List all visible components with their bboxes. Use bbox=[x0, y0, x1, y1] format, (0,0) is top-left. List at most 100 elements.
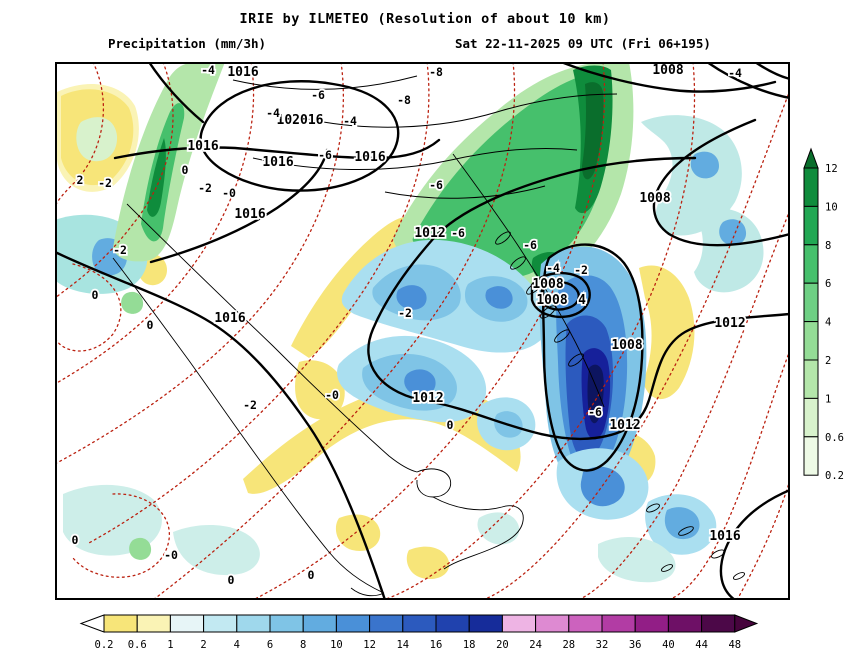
thin-contours bbox=[232, 75, 618, 199]
isobar-label: 1008 bbox=[536, 293, 567, 308]
right-colorbar: 12 10 8 6 4 2 1 0.6 0.2 bbox=[803, 147, 844, 482]
temperature-label: -4 bbox=[728, 66, 742, 80]
temperature-label: 0 bbox=[308, 568, 315, 582]
bottom-colorbar-segment bbox=[568, 614, 603, 633]
temperature-label: 0 bbox=[92, 288, 99, 302]
isobar-label: 1016 bbox=[354, 150, 385, 165]
temperature-label: -6 bbox=[318, 148, 332, 162]
temperature-label: -8 bbox=[429, 65, 443, 79]
bottom-colorbar-tick-label: 1 bbox=[167, 639, 173, 651]
bottom-colorbar-tick-label: 18 bbox=[463, 639, 476, 651]
right-colorbar-arrow bbox=[803, 147, 819, 169]
temperature-label: -6 bbox=[523, 238, 537, 252]
bottom-colorbar-segment bbox=[236, 614, 271, 633]
right-colorbar-tick-label: 1 bbox=[825, 393, 831, 405]
right-colorbar-tick-label: 8 bbox=[825, 240, 831, 252]
bottom-colorbar-segment bbox=[435, 614, 470, 633]
bottom-colorbar-tick-label: 10 bbox=[330, 639, 343, 651]
bottom-colorbar-tick-label: 0.2 bbox=[95, 639, 114, 651]
temperature-label: 0 bbox=[147, 318, 154, 332]
temperature-label: -6 bbox=[451, 226, 465, 240]
bottom-colorbar-tick-label: 40 bbox=[662, 639, 675, 651]
weather-map: 1016 1008 102016 1016 1016 1016 1016 1008 1012 10… bbox=[55, 62, 790, 600]
temperature-label: 0 bbox=[447, 418, 454, 432]
temperature-label: -2 bbox=[198, 181, 212, 195]
temperature-label: -4 bbox=[343, 114, 357, 128]
bottom-colorbar-tick-label: 2 bbox=[200, 639, 206, 651]
precipitation-layer bbox=[55, 62, 764, 583]
bottom-colorbar-segment bbox=[103, 614, 138, 633]
bottom-colorbar-segment bbox=[335, 614, 371, 633]
isobar-label: 1016 bbox=[262, 155, 293, 170]
right-colorbar-tick-label: 2 bbox=[825, 355, 831, 367]
bottom-colorbar-tick-label: 8 bbox=[300, 639, 306, 651]
right-colorbar-tick-label: 12 bbox=[825, 163, 838, 175]
temperature-label: -4 bbox=[546, 261, 560, 275]
temperature-contours bbox=[55, 62, 790, 600]
bottom-colorbar-segment bbox=[136, 614, 171, 633]
bottom-colorbar-segment bbox=[269, 614, 304, 633]
right-colorbar-segment bbox=[803, 397, 819, 438]
temperature-label: -2 bbox=[574, 263, 588, 277]
bottom-colorbar-segment bbox=[701, 614, 736, 633]
coastlines bbox=[112, 153, 745, 597]
isobar-label: 1008 bbox=[652, 63, 683, 78]
isobar-label: 1016 bbox=[234, 207, 265, 222]
isobar-label: 1008 bbox=[611, 338, 642, 353]
right-colorbar-tick-label: 6 bbox=[825, 278, 831, 290]
right-colorbar-segment bbox=[803, 359, 819, 399]
temperature-label: -0 bbox=[164, 548, 178, 562]
bottom-colorbar-tick-label: 28 bbox=[562, 639, 575, 651]
right-colorbar-segment bbox=[803, 167, 819, 207]
isobar-label: 4 bbox=[578, 293, 586, 308]
bottom-colorbar-tick-label: 36 bbox=[629, 639, 642, 651]
temperature-label: -6 bbox=[429, 178, 443, 192]
right-colorbar-segment bbox=[803, 244, 819, 284]
bottom-colorbar-segment bbox=[468, 614, 503, 633]
bottom-colorbar: 0.2 0.6 1 2 4 6 8 10 12 14 16 18 20 24 28 32 36 40 44 48 bbox=[79, 614, 759, 651]
right-colorbar-tick-label: 0.2 bbox=[825, 470, 844, 482]
temperature-label: -6 bbox=[588, 405, 602, 419]
temperature-label: -8 bbox=[397, 93, 411, 107]
bottom-colorbar-tick-label: 6 bbox=[267, 639, 273, 651]
temperature-label: 0 bbox=[182, 163, 189, 177]
bottom-colorbar-left-arrow bbox=[79, 614, 105, 633]
isobar-label: 1016 bbox=[709, 529, 740, 544]
isobar-label: 1016 bbox=[214, 311, 245, 326]
right-colorbar-segment bbox=[803, 321, 819, 361]
bottom-colorbar-tick-label: 48 bbox=[728, 639, 741, 651]
bottom-colorbar-tick-label: 0.6 bbox=[128, 639, 147, 651]
temperature-label: -0 bbox=[325, 388, 339, 402]
bottom-colorbar-tick-label: 16 bbox=[430, 639, 443, 651]
valid-time-label: Sat 22-11-2025 09 UTC (Fri 06+195) bbox=[455, 36, 711, 51]
isobar-label: 1012 bbox=[714, 316, 745, 331]
page-title: IRIE by ILMETEO (Resolution of about 10 … bbox=[239, 11, 611, 27]
map-frame bbox=[55, 62, 790, 600]
temperature-label: -2 bbox=[243, 398, 257, 412]
bottom-colorbar-segment bbox=[667, 614, 703, 633]
bottom-colorbar-segment bbox=[369, 614, 404, 633]
bottom-colorbar-right-arrow bbox=[734, 614, 759, 633]
bottom-colorbar-segment bbox=[402, 614, 437, 633]
bottom-colorbar-tick-label: 44 bbox=[695, 639, 708, 651]
isobar-label: 102016 bbox=[277, 113, 324, 128]
temperature-label: 2 bbox=[77, 173, 84, 187]
map-labels: 1016 1008 102016 1016 1016 1016 1016 1008 1012 10… bbox=[70, 62, 748, 589]
isobar-label: 1008 bbox=[532, 277, 563, 292]
isobar-label: 1012 bbox=[412, 391, 443, 406]
variable-label: Precipitation (mm/3h) bbox=[108, 36, 267, 51]
right-colorbar-tick-label: 4 bbox=[825, 317, 831, 329]
bottom-colorbar-segment bbox=[203, 614, 238, 633]
isobar-label: 1008 bbox=[639, 191, 670, 206]
temperature-label: -4 bbox=[201, 63, 215, 77]
isobar-label: 1012 bbox=[609, 418, 640, 433]
temperature-label: -6 bbox=[311, 88, 325, 102]
bottom-colorbar-tick-label: 14 bbox=[396, 639, 409, 651]
bottom-colorbar-segment bbox=[302, 614, 337, 633]
right-colorbar-tick-label: 0.6 bbox=[825, 432, 844, 444]
right-colorbar-segment bbox=[803, 205, 819, 246]
right-colorbar-segment bbox=[803, 436, 819, 476]
temperature-label: -0 bbox=[222, 186, 236, 200]
bottom-colorbar-segment bbox=[634, 614, 669, 633]
